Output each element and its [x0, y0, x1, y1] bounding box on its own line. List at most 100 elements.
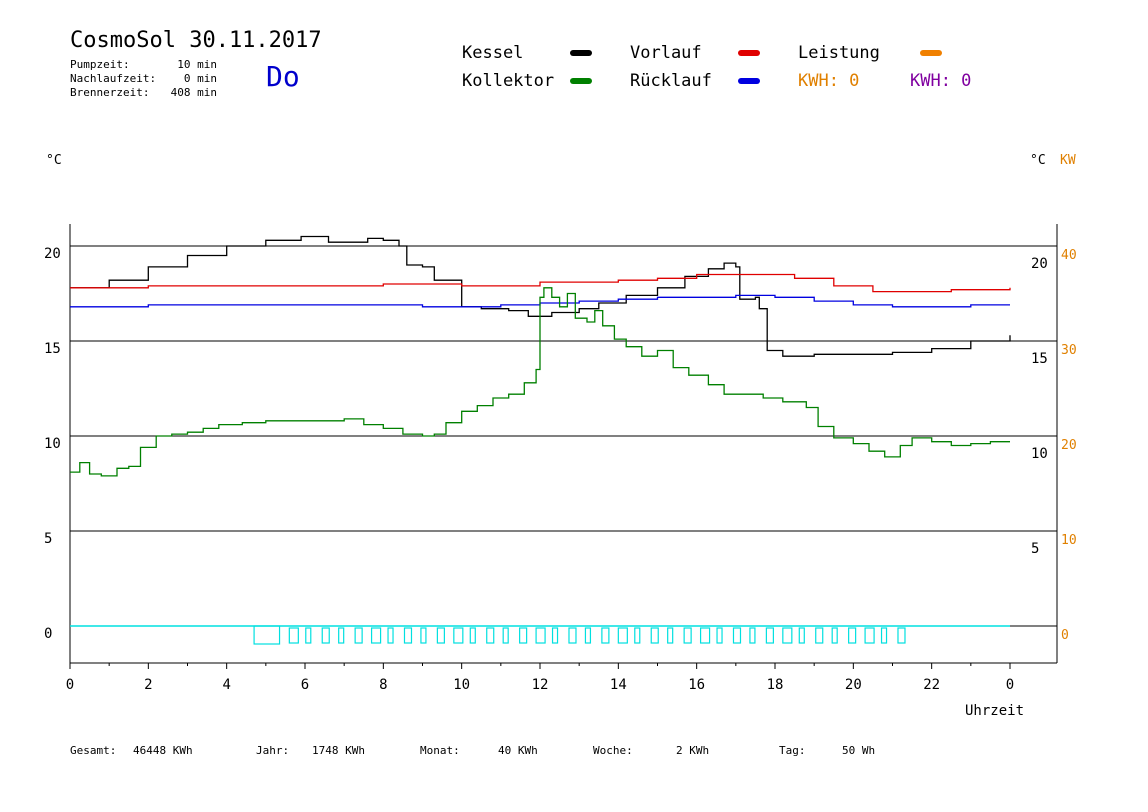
legend-swatch-leistung: [920, 50, 942, 56]
legend-swatch-ruecklauf: [738, 78, 760, 84]
y-tick-label-right: 20: [1031, 256, 1048, 272]
x-tick-label: 4: [222, 677, 230, 693]
right-unit-label: °C: [1030, 153, 1046, 168]
x-tick-label: 12: [532, 677, 549, 693]
series-line-vorlauf: [70, 273, 1011, 293]
chart-series: [70, 235, 1011, 477]
footer-value-tag: 50 Wh: [842, 744, 876, 757]
stat-label-brennerzeit: Brennerzeit:: [70, 86, 150, 99]
pump-cycle-marker: [305, 627, 312, 644]
footer-label-woche: Woche:: [593, 744, 633, 757]
legend-label-kollektor: Kollektor: [462, 71, 555, 91]
pump-cycle-marker: [568, 627, 577, 644]
x-axis-label: Uhrzeit: [965, 703, 1024, 719]
pump-cycle-marker: [584, 627, 592, 644]
pump-cycle-marker: [502, 627, 509, 644]
stat-value-brennerzeit: 408 min: [170, 86, 217, 99]
kwh-counter-1: KWH: 0: [798, 71, 860, 91]
pump-cycle-marker: [354, 627, 363, 644]
footer-value-gesamt: 46448 KWh: [133, 744, 193, 757]
x-tick-label: 10: [453, 677, 470, 693]
series-line-rcklauf: [70, 294, 1010, 308]
stat-label-nachlaufzeit: Nachlaufzeit:: [70, 72, 157, 85]
right-kw-unit-label: KW: [1060, 153, 1076, 168]
chart-axes: [69, 224, 1058, 664]
pump-cycle-marker: [831, 627, 838, 644]
y-tick-label-left: 15: [44, 341, 61, 357]
footer-value-monat: 40 KWh: [498, 744, 538, 757]
footer-label-jahr: Jahr:: [256, 744, 290, 757]
pump-cycle-marker: [864, 627, 875, 644]
y-tick-label-kw: 40: [1061, 248, 1077, 263]
x-tick-label: 0: [1006, 677, 1014, 693]
pump-cycle-marker: [782, 627, 793, 644]
y-tick-label-left: 10: [44, 436, 61, 452]
pump-cycle-marker: [436, 627, 445, 644]
pump-cycle-marker: [469, 627, 476, 644]
pump-cycle-marker: [370, 627, 382, 644]
pump-cycle-marker: [880, 627, 888, 644]
pump-cycle-marker: [486, 627, 495, 644]
y-tick-label-kw: 0: [1061, 628, 1069, 643]
pump-cycle-marker: [798, 627, 805, 644]
y-tick-label-right: 10: [1031, 446, 1048, 462]
x-tick-label: 8: [379, 677, 387, 693]
stat-value-pumpzeit: 10 min: [177, 58, 217, 71]
x-tick-label: 2: [144, 677, 152, 693]
pump-cycle-marker: [699, 627, 711, 644]
x-tick-label: 20: [845, 677, 862, 693]
x-tick-label: 6: [301, 677, 309, 693]
y-tick-label-left: 20: [44, 246, 61, 262]
pump-cycle-marker: [253, 625, 281, 645]
pump-cycle-marker: [601, 627, 610, 644]
pump-cycle-marker: [815, 627, 824, 644]
x-tick-label: 14: [610, 677, 627, 693]
stat-label-pumpzeit: Pumpzeit:: [70, 58, 130, 71]
footer-value-woche: 2 KWh: [676, 744, 710, 757]
footer-label-tag: Tag:: [779, 744, 806, 757]
pump-cycle-marker: [650, 627, 659, 644]
pump-cycle-marker: [338, 627, 345, 644]
chart-ticks: 0 2 4 6 8 10 12 14 16 18 20 22 0 20 15 10 5 0 20 15 10 5 40 30 2…: [44, 246, 1077, 693]
pump-cycle-marker: [519, 627, 528, 644]
x-tick-label: 16: [688, 677, 705, 693]
y-tick-label-kw: 20: [1061, 438, 1077, 453]
pump-cycle-marker: [749, 627, 756, 644]
left-unit-label: °C: [46, 153, 62, 168]
pump-cycle-marker: [716, 627, 723, 644]
footer-label-monat: Monat:: [420, 744, 460, 757]
x-tick-label: 18: [767, 677, 784, 693]
pump-cycle-marker: [683, 627, 692, 644]
stat-value-nachlaufzeit: 0 min: [183, 72, 217, 85]
legend-label-kessel: Kessel: [462, 43, 524, 63]
pump-cycle-marker: [732, 627, 742, 644]
legend-label-leistung: Leistung: [798, 43, 880, 63]
series-line-kollektor: [70, 287, 1010, 477]
pump-cycle-marker: [453, 627, 464, 644]
y-tick-label-left: 5: [44, 531, 52, 547]
pump-cycle-marker: [535, 627, 546, 644]
legend-swatch-kessel: [570, 50, 592, 56]
legend-label-vorlauf: Vorlauf: [630, 43, 702, 63]
pump-cycle-marker: [321, 627, 330, 644]
pump-cycle-marker: [765, 627, 774, 644]
footer-label-gesamt: Gesamt:: [70, 744, 117, 757]
y-tick-label-left: 0: [44, 626, 52, 642]
pump-activity-markers: [70, 625, 1010, 645]
chart-title: CosmoSol 30.11.2017: [70, 28, 322, 53]
pump-cycle-marker: [551, 627, 559, 644]
pump-cycle-marker: [848, 627, 857, 644]
pump-cycle-marker: [403, 627, 413, 644]
kwh-counter-2: KWH: 0: [910, 71, 972, 91]
pump-cycle-marker: [420, 627, 427, 644]
x-tick-label: 0: [66, 677, 74, 693]
footer-value-jahr: 1748 KWh: [312, 744, 365, 757]
y-tick-label-right: 5: [1031, 541, 1039, 557]
pump-cycle-marker: [634, 627, 641, 644]
weekday-label: Do: [266, 60, 300, 93]
y-tick-label-kw: 10: [1061, 533, 1077, 548]
y-tick-label-right: 15: [1031, 351, 1048, 367]
pump-cycle-marker: [387, 627, 394, 644]
pump-cycle-marker: [288, 627, 299, 644]
